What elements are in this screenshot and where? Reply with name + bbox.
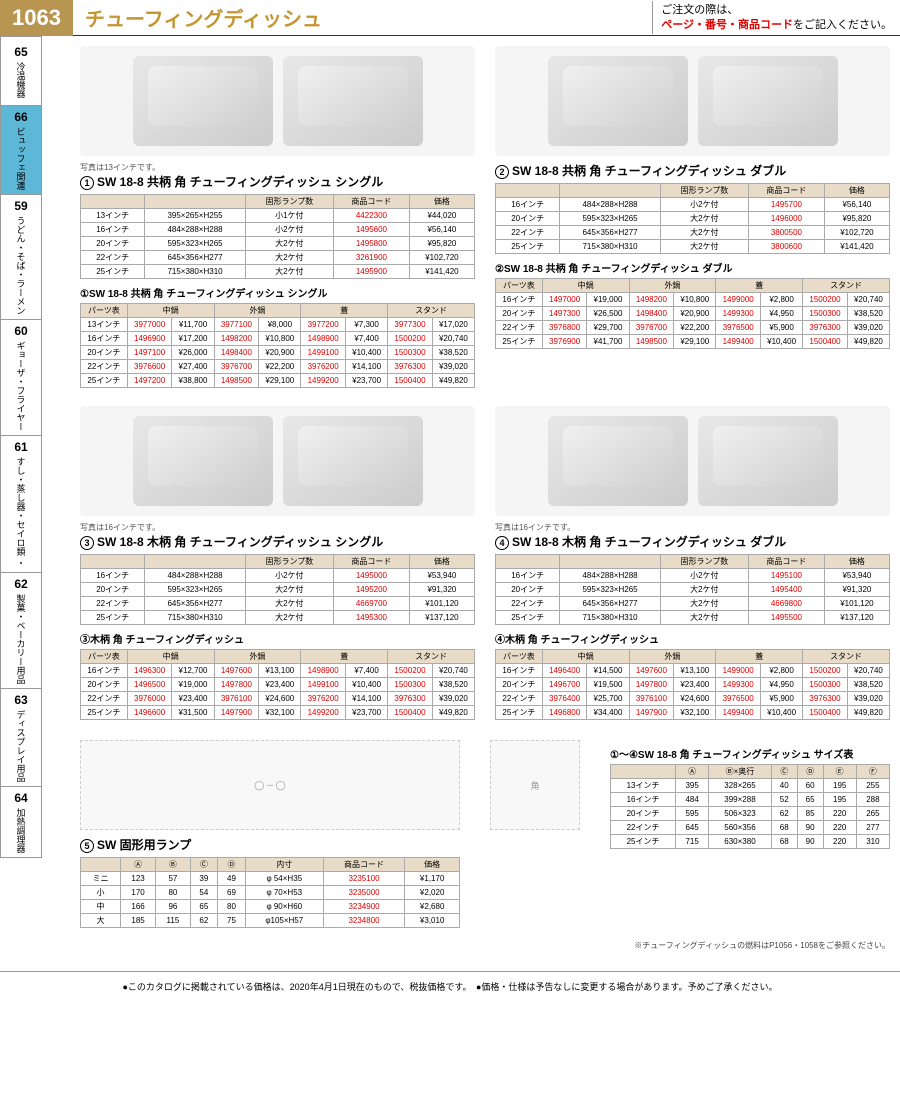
image-caption: 写真は16インチです。: [80, 522, 475, 533]
sidebar-item: 60ギョーザ・フライヤー: [0, 320, 42, 436]
page-number: 1063: [0, 0, 73, 36]
lamp-table: ⒶⒷⒸⒹ内寸商品コード価格ミニ123573949φ 54×H353235100¥…: [80, 857, 460, 928]
parts-title: ④木柄 角 チューフィングディッシュ: [495, 631, 890, 646]
product-title: 1SW 18-8 共柄 角 チューフィングディッシュ シングル: [80, 173, 475, 190]
parts-title: ①SW 18-8 共柄 角 チューフィングディッシュ シングル: [80, 285, 475, 300]
size-table-title: ①～④SW 18-8 角 チューフィングディッシュ サイズ表: [610, 746, 890, 761]
product-table: 固形ランプ数商品コード価格13インチ395×265×H255小1ケ付442230…: [80, 194, 475, 279]
parts-table: パーツ表中鍋外鍋蓋スタンド16インチ1496400¥14,5001497600¥…: [495, 649, 890, 720]
product-table: 固形ランプ数商品コード価格16インチ484×288×H288小2ケ付149510…: [495, 554, 890, 625]
product-image: [80, 406, 475, 516]
page-title: チューフィングディッシュ: [85, 3, 322, 32]
sidebar-item: 61すし・蒸し器・セイロ類 ・: [0, 436, 42, 573]
size-table: ⒶⒷ×奥行ⒸⒹⒺⒻ13インチ395328×265406019525516インチ4…: [610, 764, 890, 849]
product-image: [495, 406, 890, 516]
parts-table: パーツ表中鍋外鍋蓋スタンド13インチ3977000¥11,7003977100¥…: [80, 303, 475, 388]
parts-table: パーツ表中鍋外鍋蓋スタンド16インチ1497000¥19,0001498200¥…: [495, 278, 890, 349]
product-image: [80, 46, 475, 156]
sidebar: 65冷温機器66ビュッフェ関連59うどん・そば・ラーメン60ギョーザ・フライヤー…: [0, 36, 42, 858]
image-caption: 写真は16インチです。: [495, 522, 890, 533]
footer-note: ●このカタログに掲載されている価格は、2020年4月1日現在のもので、税抜価格で…: [0, 971, 900, 1001]
image-caption: 写真は13インチです。: [80, 162, 475, 173]
sidebar-item: 59うどん・そば・ラーメン: [0, 195, 42, 320]
lamp-diagram: ◯ ─ ◯: [80, 740, 460, 830]
sidebar-item: 64加熱調理器: [0, 787, 42, 858]
sidebar-item: 65冷温機器: [0, 36, 42, 106]
product-title: 2SW 18-8 共柄 角 チューフィングディッシュ ダブル: [495, 162, 890, 179]
product-title: 3SW 18-8 木柄 角 チューフィングディッシュ シングル: [80, 533, 475, 550]
parts-table: パーツ表中鍋外鍋蓋スタンド16インチ1496300¥12,7001497600¥…: [80, 649, 475, 720]
product-table: 固形ランプ数商品コード価格16インチ484×288×H288小2ケ付149500…: [80, 554, 475, 625]
product-table: 固形ランプ数商品コード価格16インチ484×288×H288小2ケ付149570…: [495, 183, 890, 254]
sidebar-item: 63ディスプレイ用品: [0, 689, 42, 787]
product-title: 4SW 18-8 木柄 角 チューフィングディッシュ ダブル: [495, 533, 890, 550]
product-title: 5SW 固形用ランプ: [80, 836, 460, 853]
parts-title: ②SW 18-8 共柄 角 チューフィングディッシュ ダブル: [495, 260, 890, 275]
sidebar-item: 62製菓・ベーカリー用品: [0, 573, 42, 689]
fuel-note: ※チューフィングディッシュの燃料はP1056・1058をご参照ください。: [80, 940, 890, 951]
parts-title: ③木柄 角 チューフィングディッシュ: [80, 631, 475, 646]
page-header: 1063 チューフィングディッシュ ご注文の際は、 ページ・番号・商品コードをご…: [0, 0, 900, 36]
size-diagram: 角: [490, 740, 580, 830]
order-note: ご注文の際は、 ページ・番号・商品コードをご記入ください。: [652, 1, 900, 34]
product-image: [495, 46, 890, 156]
sidebar-item: 66ビュッフェ関連: [0, 106, 42, 195]
